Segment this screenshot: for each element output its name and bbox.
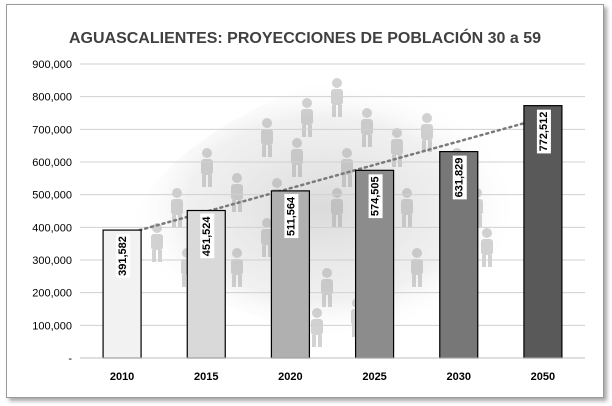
y-tick-label: 200,000	[32, 288, 72, 300]
person-silhouette	[311, 308, 323, 347]
person-silhouette	[201, 148, 213, 187]
x-tick-label: 2050	[531, 371, 555, 383]
person-silhouette	[261, 218, 273, 257]
data-label-background	[452, 155, 467, 200]
y-tick-label: -	[68, 353, 72, 365]
y-tick-label: 100,000	[32, 320, 72, 332]
y-tick-label: 300,000	[32, 255, 72, 267]
y-tick-label: 600,000	[32, 157, 72, 169]
data-label: 511,564	[285, 196, 297, 236]
x-tick-label: 2010	[110, 371, 134, 383]
person-silhouette	[331, 188, 343, 227]
data-label: 772,512	[538, 112, 550, 152]
y-tick-label: 700,000	[32, 124, 72, 136]
x-tick-label: 2025	[362, 371, 386, 383]
x-tick-label: 2030	[447, 371, 471, 383]
y-tick-label: 900,000	[32, 59, 72, 71]
data-label: 391,582	[117, 236, 129, 276]
y-tick-label: 400,000	[32, 222, 72, 234]
data-label: 451,524	[201, 216, 213, 257]
y-axis-ticks: - 100,000 200,000 300,000 400,000 500,000 600,…	[32, 59, 72, 365]
person-silhouette	[361, 108, 373, 147]
data-label-background	[200, 213, 215, 259]
y-tick-label: 500,000	[32, 190, 72, 202]
data-labels-group: 391,582 451,524 511,564 574,505 631,829 772,5…	[116, 109, 551, 278]
data-label-background	[536, 109, 551, 154]
data-label: 574,505	[370, 176, 382, 216]
person-silhouette	[301, 98, 313, 137]
x-tick-label: 2020	[278, 371, 302, 383]
person-silhouette	[481, 228, 493, 267]
data-label-background	[368, 174, 383, 219]
x-axis-ticks: 2010 2015 2020 2025 2030 2050	[80, 357, 585, 383]
person-silhouette	[231, 248, 243, 287]
x-tick-label: 2015	[194, 371, 218, 383]
person-silhouette	[421, 113, 433, 152]
person-silhouette	[231, 173, 243, 212]
chart-title: AGUASCALIENTES: PROYECCIONES DE POBLACIÓ…	[69, 28, 541, 47]
y-tick-label: 800,000	[32, 92, 72, 104]
chart-canvas: 391,582 451,524 511,564 574,505 631,829 772,5…	[32, 28, 585, 383]
data-label-background	[284, 194, 299, 239]
person-silhouette	[261, 118, 273, 157]
data-label-background	[116, 234, 131, 278]
person-silhouette	[401, 188, 413, 227]
data-label: 631,829	[454, 158, 466, 198]
person-silhouette	[411, 248, 423, 287]
person-silhouette	[391, 128, 403, 167]
person-silhouette	[321, 268, 333, 307]
person-silhouette	[291, 138, 303, 177]
chart-frame: 391,582 451,524 511,564 574,505 631,829 772,5…	[6, 4, 604, 398]
